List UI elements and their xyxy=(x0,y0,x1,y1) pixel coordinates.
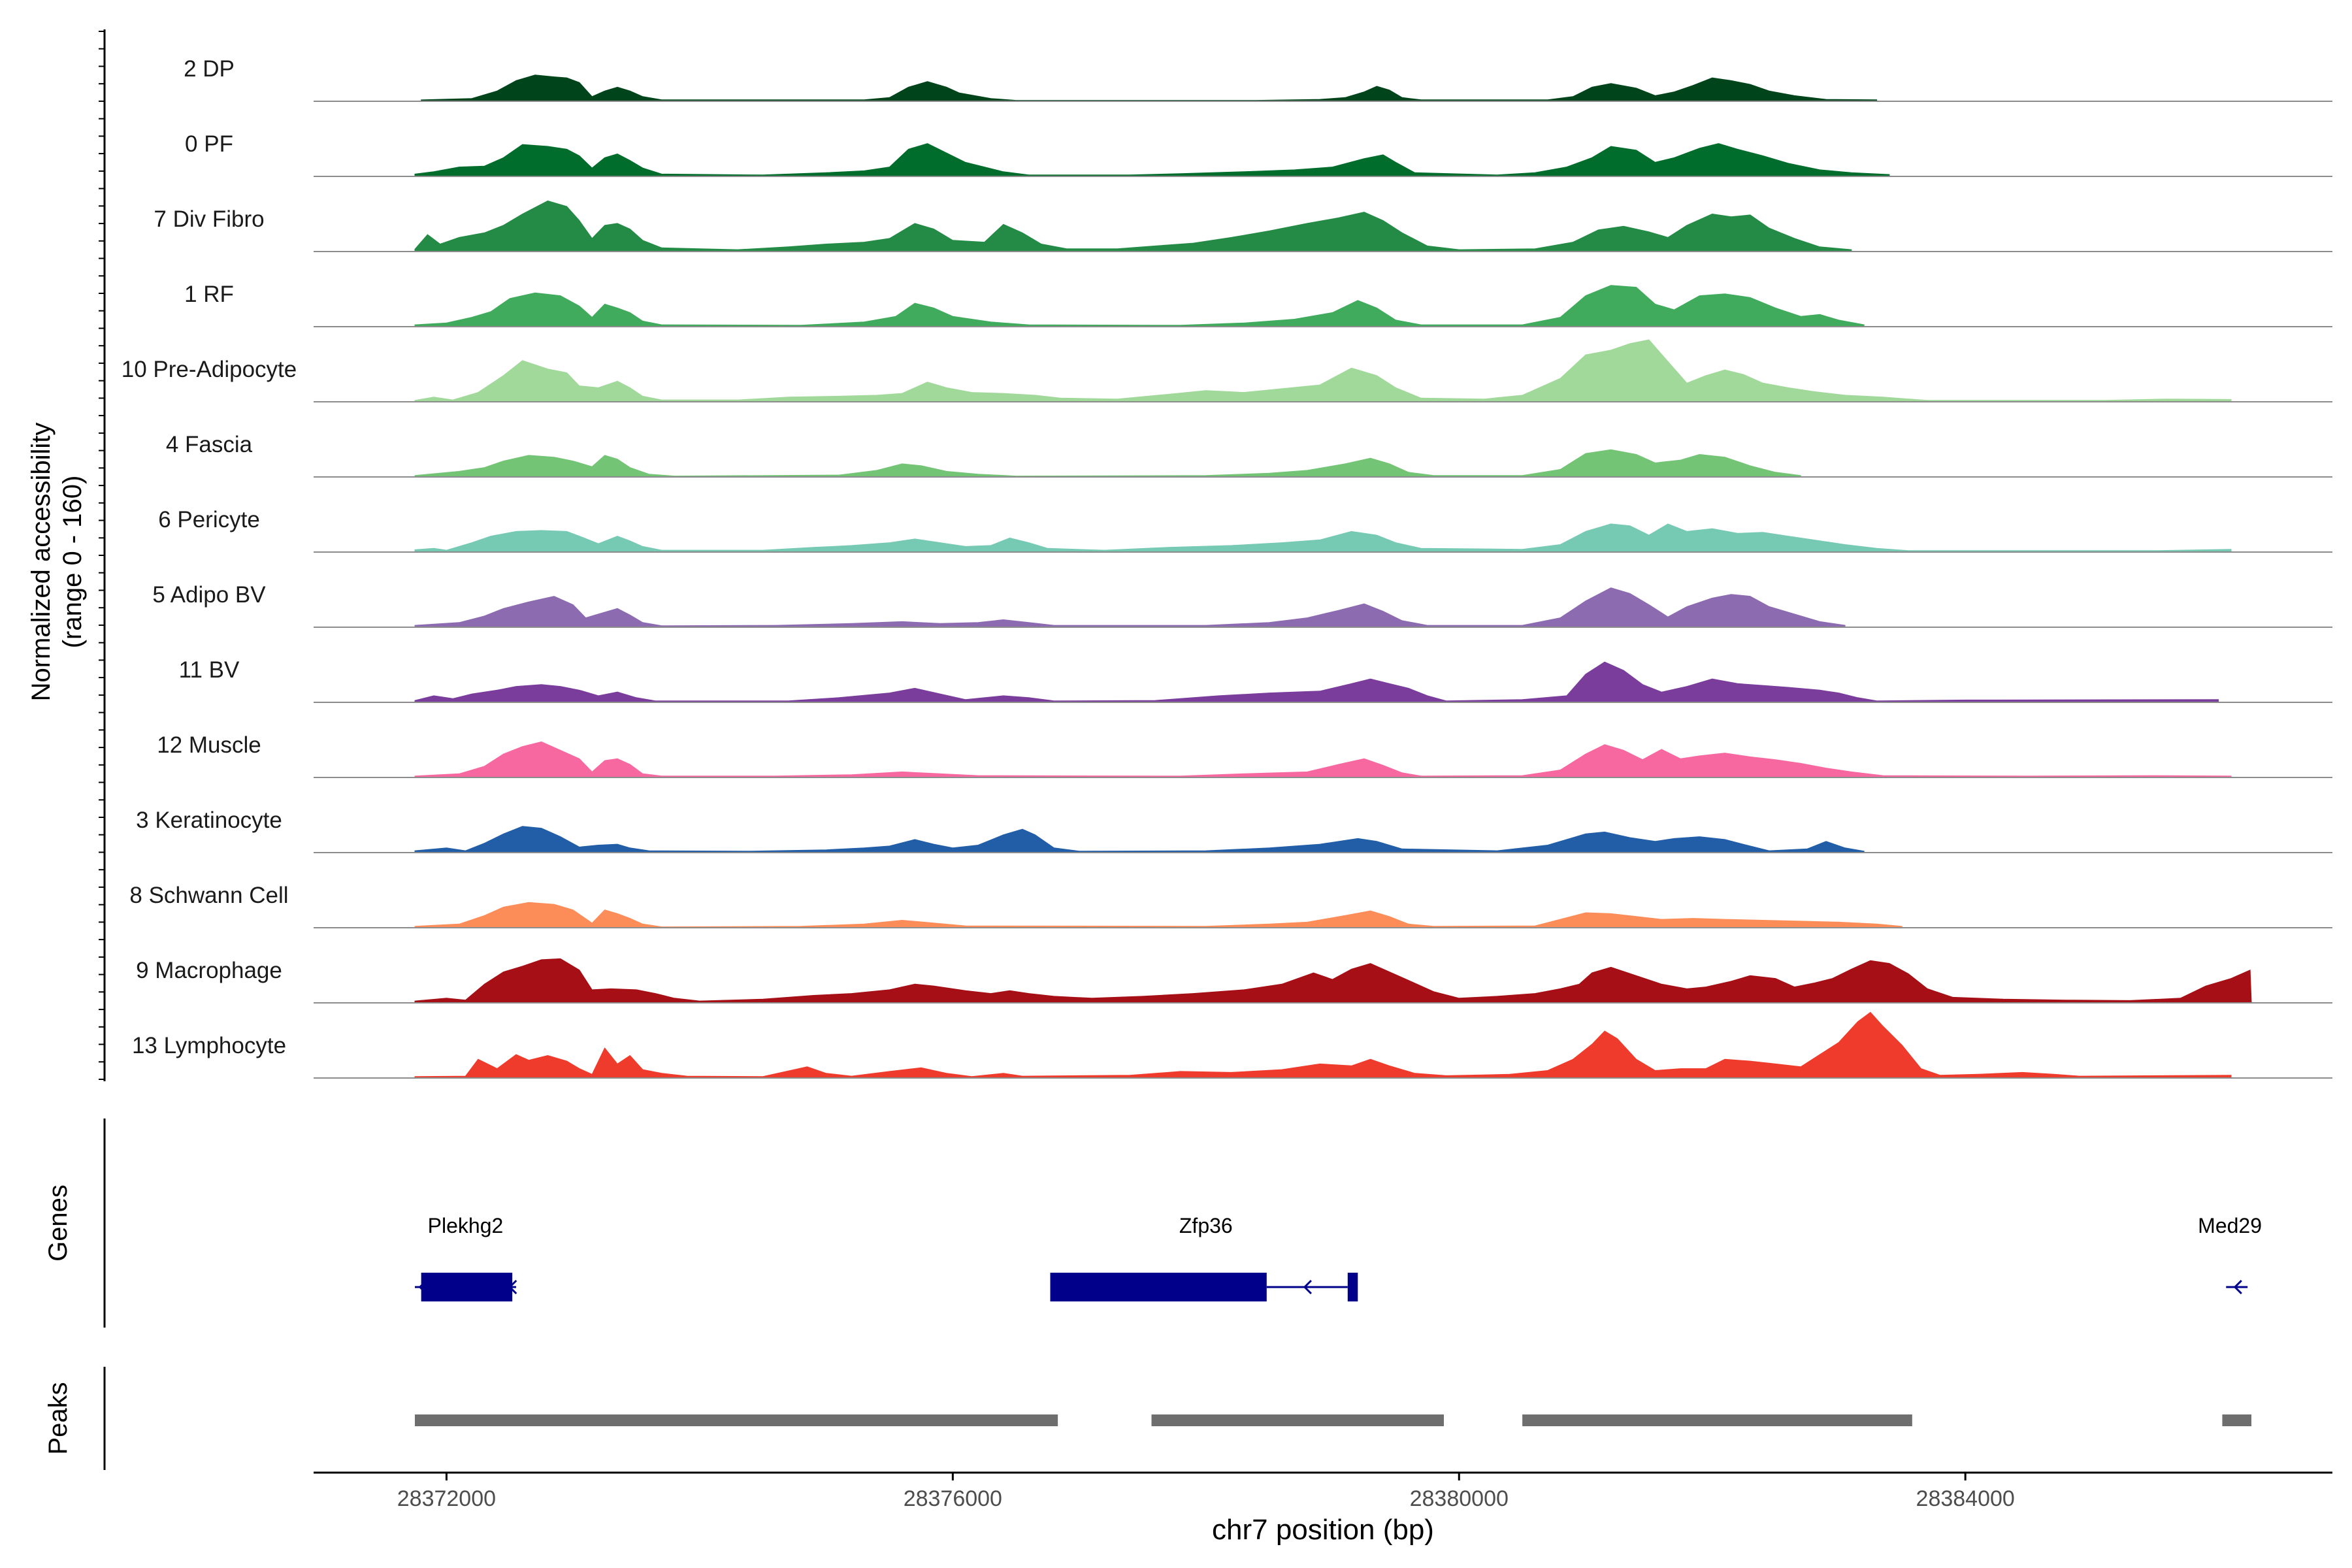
track-label-13-lymphocyte: 13 Lymphocyte xyxy=(132,1033,286,1058)
track-label-10-pre-adipocyte: 10 Pre-Adipocyte xyxy=(122,357,297,382)
track-area-11-bv xyxy=(414,661,2219,703)
peak-bar xyxy=(1522,1414,1912,1426)
y-axis-label-line1: Normalized accessibility xyxy=(27,423,56,702)
track-label-3-keratinocyte: 3 Keratinocyte xyxy=(136,808,282,833)
track-label-1-rf: 1 RF xyxy=(184,282,234,307)
track-label-0-pf: 0 PF xyxy=(185,131,233,157)
gene-label-med29: Med29 xyxy=(2198,1214,2262,1237)
x-axis-tick-label: 28384000 xyxy=(1916,1486,2015,1511)
track-area-1-rf xyxy=(414,285,1865,327)
peak-bar xyxy=(2222,1414,2252,1426)
gene-label-zfp36: Zfp36 xyxy=(1179,1214,1233,1237)
y-axis xyxy=(99,29,106,1081)
track-area-7-div-fibro xyxy=(414,200,1852,252)
genes-panel-label: Genes xyxy=(44,1184,73,1262)
track-area-3-keratinocyte xyxy=(414,826,1865,853)
gene-label-plekhg2: Plekhg2 xyxy=(428,1214,504,1237)
coverage-tracks: 2 DP 0 PF 7 Div Fibro 1 RF 10 Pre-Adipocyte 4… xyxy=(122,56,2332,1079)
track-label-6-pericyte: 6 Pericyte xyxy=(158,507,260,532)
track-label-7-div-fibro: 7 Div Fibro xyxy=(154,206,264,232)
track-area-2-dp xyxy=(421,74,1878,102)
track-label-12-muscle: 12 Muscle xyxy=(157,732,261,758)
track-label-9-macrophage: 9 Macrophage xyxy=(136,958,282,983)
genes-panel: Plekhg2 Zfp36 Med29 xyxy=(414,1214,2262,1301)
strand-arrow-icon xyxy=(2233,1279,2242,1295)
x-axis-tick-label: 28376000 xyxy=(904,1486,1002,1511)
track-area-13-lymphocyte xyxy=(414,1011,2232,1079)
track-area-5-adipo-bv xyxy=(414,587,1846,628)
gene-exon-zfp36 xyxy=(1347,1273,1358,1301)
track-label-4-fascia: 4 Fascia xyxy=(166,432,253,457)
gene-exon-zfp36 xyxy=(1050,1273,1267,1301)
x-axis-label: chr7 position (bp) xyxy=(1212,1514,1434,1546)
peaks-panel-label: Peaks xyxy=(44,1382,73,1454)
peak-bar xyxy=(414,1414,1058,1426)
track-label-11-bv: 11 BV xyxy=(179,657,240,683)
peaks-panel xyxy=(414,1414,2252,1426)
track-area-6-pericyte xyxy=(414,523,2232,553)
track-area-10-pre-adipocyte xyxy=(414,339,2232,402)
track-area-12-muscle xyxy=(414,741,2232,778)
track-label-2-dp: 2 DP xyxy=(184,56,235,82)
track-area-0-pf xyxy=(414,143,1890,177)
x-axis: 28372000 28376000 28380000 28384000 xyxy=(397,1473,2015,1511)
strand-arrow-icon xyxy=(418,1279,427,1295)
strand-arrow-icon xyxy=(508,1279,517,1295)
x-axis-tick-label: 28380000 xyxy=(1410,1486,1509,1511)
track-label-8-schwann-cell: 8 Schwann Cell xyxy=(129,883,288,908)
track-area-4-fascia xyxy=(414,449,1801,478)
x-axis-tick-label: 28372000 xyxy=(397,1486,496,1511)
y-axis-label-line2: (range 0 - 160) xyxy=(58,476,87,649)
track-area-8-schwann-cell xyxy=(414,902,1903,928)
peak-bar xyxy=(1151,1414,1445,1426)
strand-arrow-icon xyxy=(1303,1279,1312,1295)
track-label-5-adipo-bv: 5 Adipo BV xyxy=(152,582,266,608)
gene-exon-plekhg2 xyxy=(421,1273,513,1301)
track-area-9-macrophage xyxy=(414,958,2252,1004)
